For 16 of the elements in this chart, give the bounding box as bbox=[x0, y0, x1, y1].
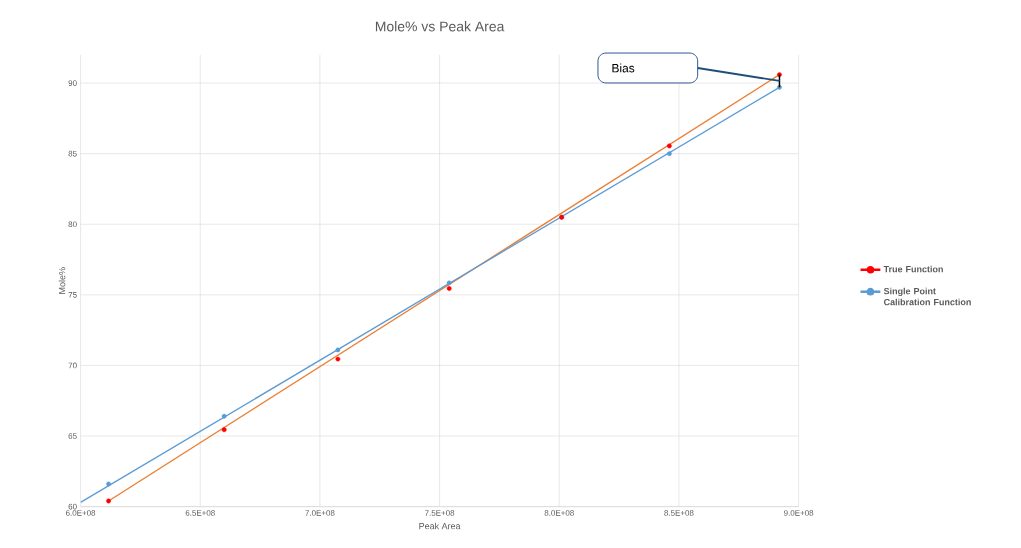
annotation: Bias bbox=[612, 63, 635, 73]
point bbox=[446, 280, 452, 286]
legend-label: True Function bbox=[883, 266, 943, 273]
point bbox=[666, 143, 672, 149]
x-axis-title: Peak Area bbox=[419, 522, 461, 530]
point bbox=[335, 347, 341, 353]
point bbox=[446, 286, 452, 292]
point bbox=[221, 427, 227, 433]
point bbox=[335, 356, 341, 362]
point bbox=[106, 498, 111, 504]
chart-title: Mole% vs Peak Area bbox=[375, 21, 505, 32]
point bbox=[666, 151, 672, 157]
legend-label: Single Point Calibration Function bbox=[883, 287, 971, 306]
y-axis-title: Mole% bbox=[58, 267, 66, 294]
point bbox=[106, 481, 111, 487]
point bbox=[221, 414, 227, 419]
